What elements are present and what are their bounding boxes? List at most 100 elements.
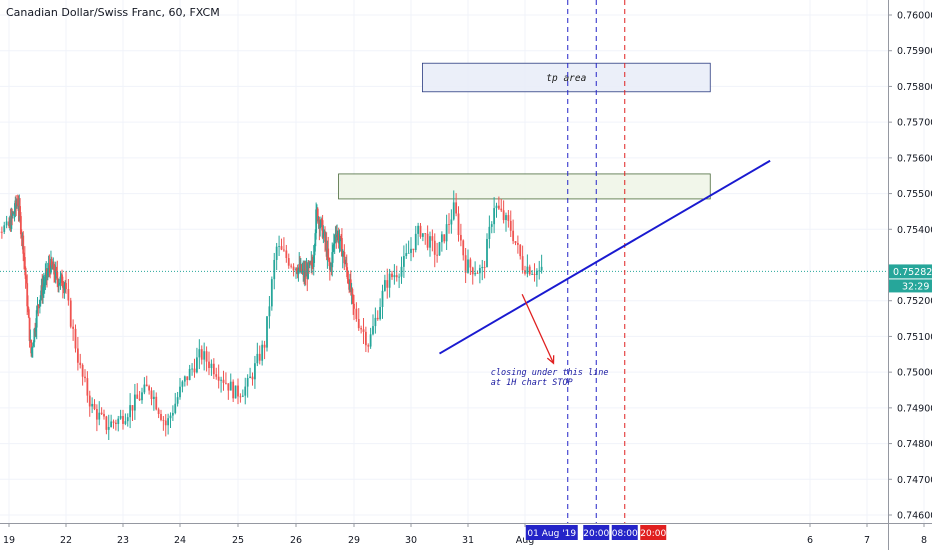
candle-body — [340, 236, 343, 239]
candle-body — [457, 213, 460, 235]
candle-body — [500, 208, 503, 211]
tp-area-zone[interactable] — [421, 62, 711, 93]
candle-body — [5, 221, 8, 226]
candle-body — [10, 213, 13, 229]
candle-body — [249, 376, 251, 379]
candle-body — [398, 276, 401, 278]
candle-body — [16, 203, 19, 205]
time-axis-highlight — [525, 525, 578, 540]
candle-body — [395, 275, 398, 278]
candle-body — [516, 242, 519, 245]
candle-body — [122, 415, 124, 424]
candle-body — [215, 374, 218, 377]
candle-body — [512, 230, 515, 242]
candle-body — [329, 266, 332, 270]
candle-body — [193, 368, 196, 373]
candle-body — [497, 205, 500, 209]
candle-body — [23, 253, 25, 258]
candle-body — [263, 344, 266, 348]
candle-body — [455, 202, 458, 214]
candle-body — [336, 234, 338, 238]
time-axis-highlight — [611, 525, 638, 540]
candle-body — [43, 283, 46, 286]
candle-body — [372, 326, 374, 335]
candle-body — [86, 378, 89, 396]
tp-area-label: tp area — [546, 73, 586, 84]
candle-body — [502, 210, 505, 221]
candle-body — [152, 396, 155, 400]
candle-body — [19, 206, 21, 217]
candle-body — [367, 345, 370, 347]
candle-body — [320, 219, 322, 226]
annotation-text: at 1H chart STOP — [491, 378, 573, 388]
candle-body — [278, 246, 280, 247]
candle-body — [311, 261, 314, 267]
time-tick-label: 31 — [462, 535, 474, 546]
candle-body — [509, 220, 512, 231]
candle-body — [341, 238, 343, 257]
candle-body — [300, 264, 303, 273]
candle-body — [328, 257, 330, 262]
candle-body — [117, 418, 120, 425]
candle-body — [369, 334, 372, 347]
time-tick-label: 8 — [921, 535, 927, 546]
candle-body — [467, 259, 469, 273]
time-tick-label: 24 — [174, 535, 186, 546]
candle-body — [280, 246, 283, 250]
candle-body — [410, 248, 412, 253]
trendline[interactable] — [438, 159, 771, 355]
candle-body — [13, 211, 16, 214]
countdown-label: 32:29 — [902, 281, 929, 292]
candle-body — [481, 266, 484, 269]
candle-body — [261, 344, 264, 361]
candle-body — [103, 413, 105, 417]
candle-body — [301, 270, 304, 273]
candle-body — [48, 265, 51, 268]
candle-body — [391, 273, 393, 278]
candle-body — [469, 259, 472, 268]
candle-body — [56, 271, 59, 281]
candle-body — [381, 290, 384, 307]
candle-body — [160, 413, 162, 420]
candle-body — [26, 283, 29, 307]
chart-title: Canadian Dollar/Swiss Franc, 60, FXCM — [6, 6, 220, 19]
candle-body — [32, 342, 35, 347]
red-arrow[interactable] — [521, 294, 555, 364]
candle-body — [417, 225, 420, 234]
candle-body — [275, 246, 278, 260]
candle-body — [307, 263, 309, 279]
last-price-label: 0.75282 — [893, 267, 932, 278]
time-axis-highlight-label: 01 Aug '19 — [527, 529, 576, 539]
candle-body — [319, 225, 322, 229]
candle-body — [349, 279, 352, 293]
candle-body — [341, 252, 344, 257]
candle-body — [364, 331, 367, 346]
candle-body — [95, 409, 98, 420]
candle-body — [191, 368, 193, 370]
candle-body — [31, 346, 34, 348]
candle-body — [145, 384, 148, 387]
candle-body — [419, 225, 422, 237]
candle-body — [12, 212, 14, 216]
candle-body — [88, 395, 91, 407]
time-tick-label: 6 — [807, 535, 813, 546]
candle-body — [65, 282, 67, 290]
candle-body — [507, 215, 510, 221]
candle-body — [400, 266, 403, 277]
candle-body — [59, 276, 62, 283]
candle-body — [55, 269, 58, 272]
candle-body — [119, 415, 122, 419]
time-tick-label: 19 — [3, 535, 15, 546]
time-axis-highlight-label: 20:00 — [583, 529, 609, 539]
candle-body — [351, 288, 354, 296]
candle-body — [57, 283, 60, 287]
resistance-zone[interactable] — [338, 173, 711, 200]
candle-body — [61, 285, 64, 288]
candle-body — [112, 421, 115, 423]
candle-body — [459, 234, 462, 241]
